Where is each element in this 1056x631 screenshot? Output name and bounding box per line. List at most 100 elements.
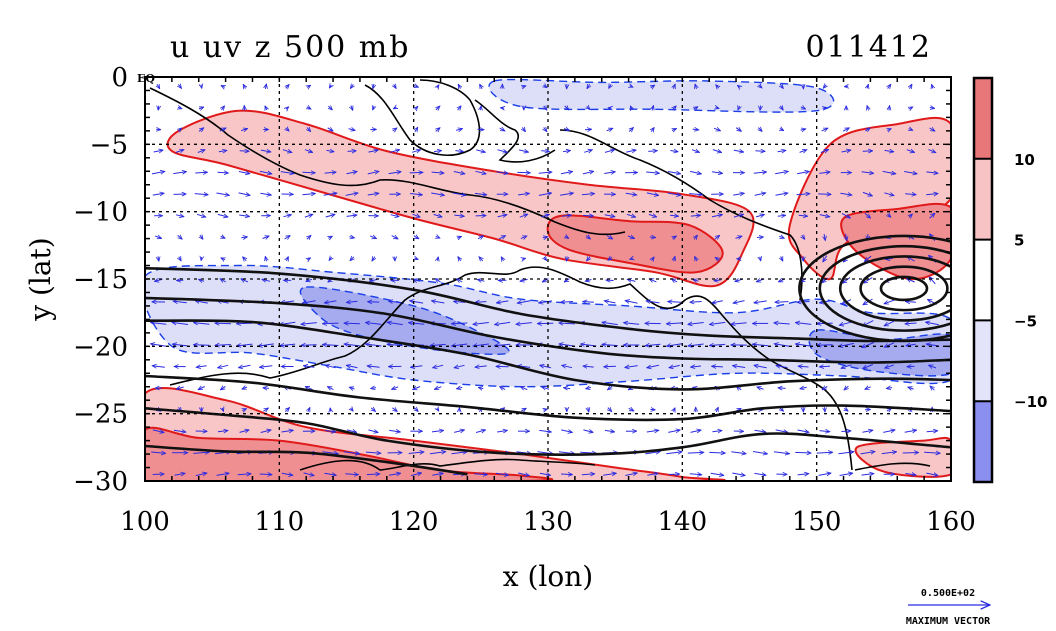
wind-vector: [695, 84, 697, 89]
wind-vector: [795, 323, 812, 325]
wind-vector: [604, 172, 615, 174]
wind-vector: [389, 301, 402, 303]
wind-vector: [716, 108, 719, 109]
wind-vector: [602, 322, 618, 324]
wind-vector: [307, 235, 311, 239]
wind-vector: [604, 430, 615, 432]
wind-vector: [779, 236, 784, 238]
wind-vector: [624, 323, 640, 325]
wind-vector: [517, 301, 531, 303]
wind-vector: [825, 407, 826, 412]
wind-vector: [797, 430, 810, 432]
wind-vector: [454, 215, 464, 216]
wind-vector: [732, 473, 745, 476]
wind-vector: [329, 85, 331, 88]
wind-vector: [756, 237, 764, 238]
wind-vector: [495, 473, 509, 475]
wind-vector: [909, 107, 913, 109]
wind-vector: [345, 474, 358, 475]
wind-vector: [201, 85, 202, 89]
wind-vector: [475, 171, 487, 174]
wind-vector: [286, 128, 289, 131]
wind-vector: [522, 127, 525, 131]
wind-vector: [283, 215, 291, 217]
wind-vector: [172, 322, 188, 324]
wind-vector: [625, 193, 637, 195]
wind-vector: [648, 151, 657, 152]
wind-vector: [429, 452, 446, 454]
wind-vector: [754, 430, 766, 432]
wind-vector: [481, 106, 482, 110]
wind-vector: [173, 430, 186, 432]
x-tick-label: 130: [523, 507, 573, 537]
wind-vector: [694, 235, 697, 239]
wind-vector: [217, 431, 228, 432]
wind-vector: [151, 323, 167, 325]
wind-vector: [388, 473, 401, 475]
wind-vector: [544, 85, 548, 88]
wind-vector: [800, 129, 806, 130]
wind-vector: [694, 107, 698, 110]
wind-vector: [928, 150, 936, 153]
wind-vector: [350, 257, 354, 261]
wind-vector: [797, 474, 809, 475]
wind-vector: [904, 172, 917, 174]
wind-vector: [241, 278, 249, 282]
wind-vector: [905, 194, 916, 195]
x-tick-label: 140: [658, 507, 708, 537]
wind-vector: [887, 128, 891, 131]
wind-vector: [625, 366, 638, 368]
wind-vector: [457, 236, 461, 238]
wind-vector: [389, 150, 400, 153]
wind-vector: [929, 108, 935, 109]
wind-vector: [645, 452, 660, 454]
wind-vector: [711, 215, 723, 217]
wind-vector: [328, 236, 332, 238]
wind-vector: [926, 473, 938, 475]
wind-vector: [194, 194, 209, 195]
wind-vector: [689, 474, 702, 475]
wind-vector: [604, 366, 616, 367]
wind-vector: [585, 280, 592, 282]
wind-vector: [350, 84, 353, 88]
x-tick-label: 110: [255, 507, 305, 537]
wind-vector: [262, 279, 271, 281]
wind-vector: [905, 323, 917, 324]
wind-vector: [733, 193, 744, 195]
wind-vector: [692, 129, 699, 130]
wind-vector: [754, 301, 767, 303]
low-pressure-ring-1: [859, 265, 949, 312]
wind-vector: [709, 344, 726, 345]
wind-vector: [646, 430, 659, 432]
wind-vector: [410, 366, 423, 368]
wind-vector: [451, 323, 468, 324]
wind-vector: [930, 386, 934, 390]
wind-vector: [366, 474, 380, 475]
wind-vector: [841, 150, 851, 152]
wind-vector: [562, 365, 573, 367]
wind-vector: [451, 452, 467, 454]
wind-vector: [241, 237, 247, 238]
wind-vector: [587, 106, 590, 109]
wind-vector: [518, 193, 529, 195]
wind-vector: [432, 473, 443, 475]
wind-vector: [538, 193, 552, 195]
wind-vector: [346, 430, 357, 433]
wind-vector: [626, 150, 636, 152]
wind-vector: [715, 257, 719, 260]
wind-vector: [305, 387, 313, 390]
wind-vector: [823, 85, 826, 89]
wind-vector: [823, 255, 828, 262]
wind-vector: [668, 474, 680, 475]
wind-vector: [690, 215, 701, 216]
wind-vector: [688, 344, 704, 346]
wind-vector: [437, 85, 439, 88]
wind-vector: [258, 344, 274, 346]
wind-vector: [198, 128, 204, 132]
y-axis-title: y (lat): [24, 237, 57, 321]
wind-vector: [712, 431, 722, 432]
wind-vector: [758, 128, 762, 132]
wind-vector: [733, 150, 744, 152]
wind-vector: [776, 366, 788, 368]
wind-vector: [774, 344, 790, 346]
